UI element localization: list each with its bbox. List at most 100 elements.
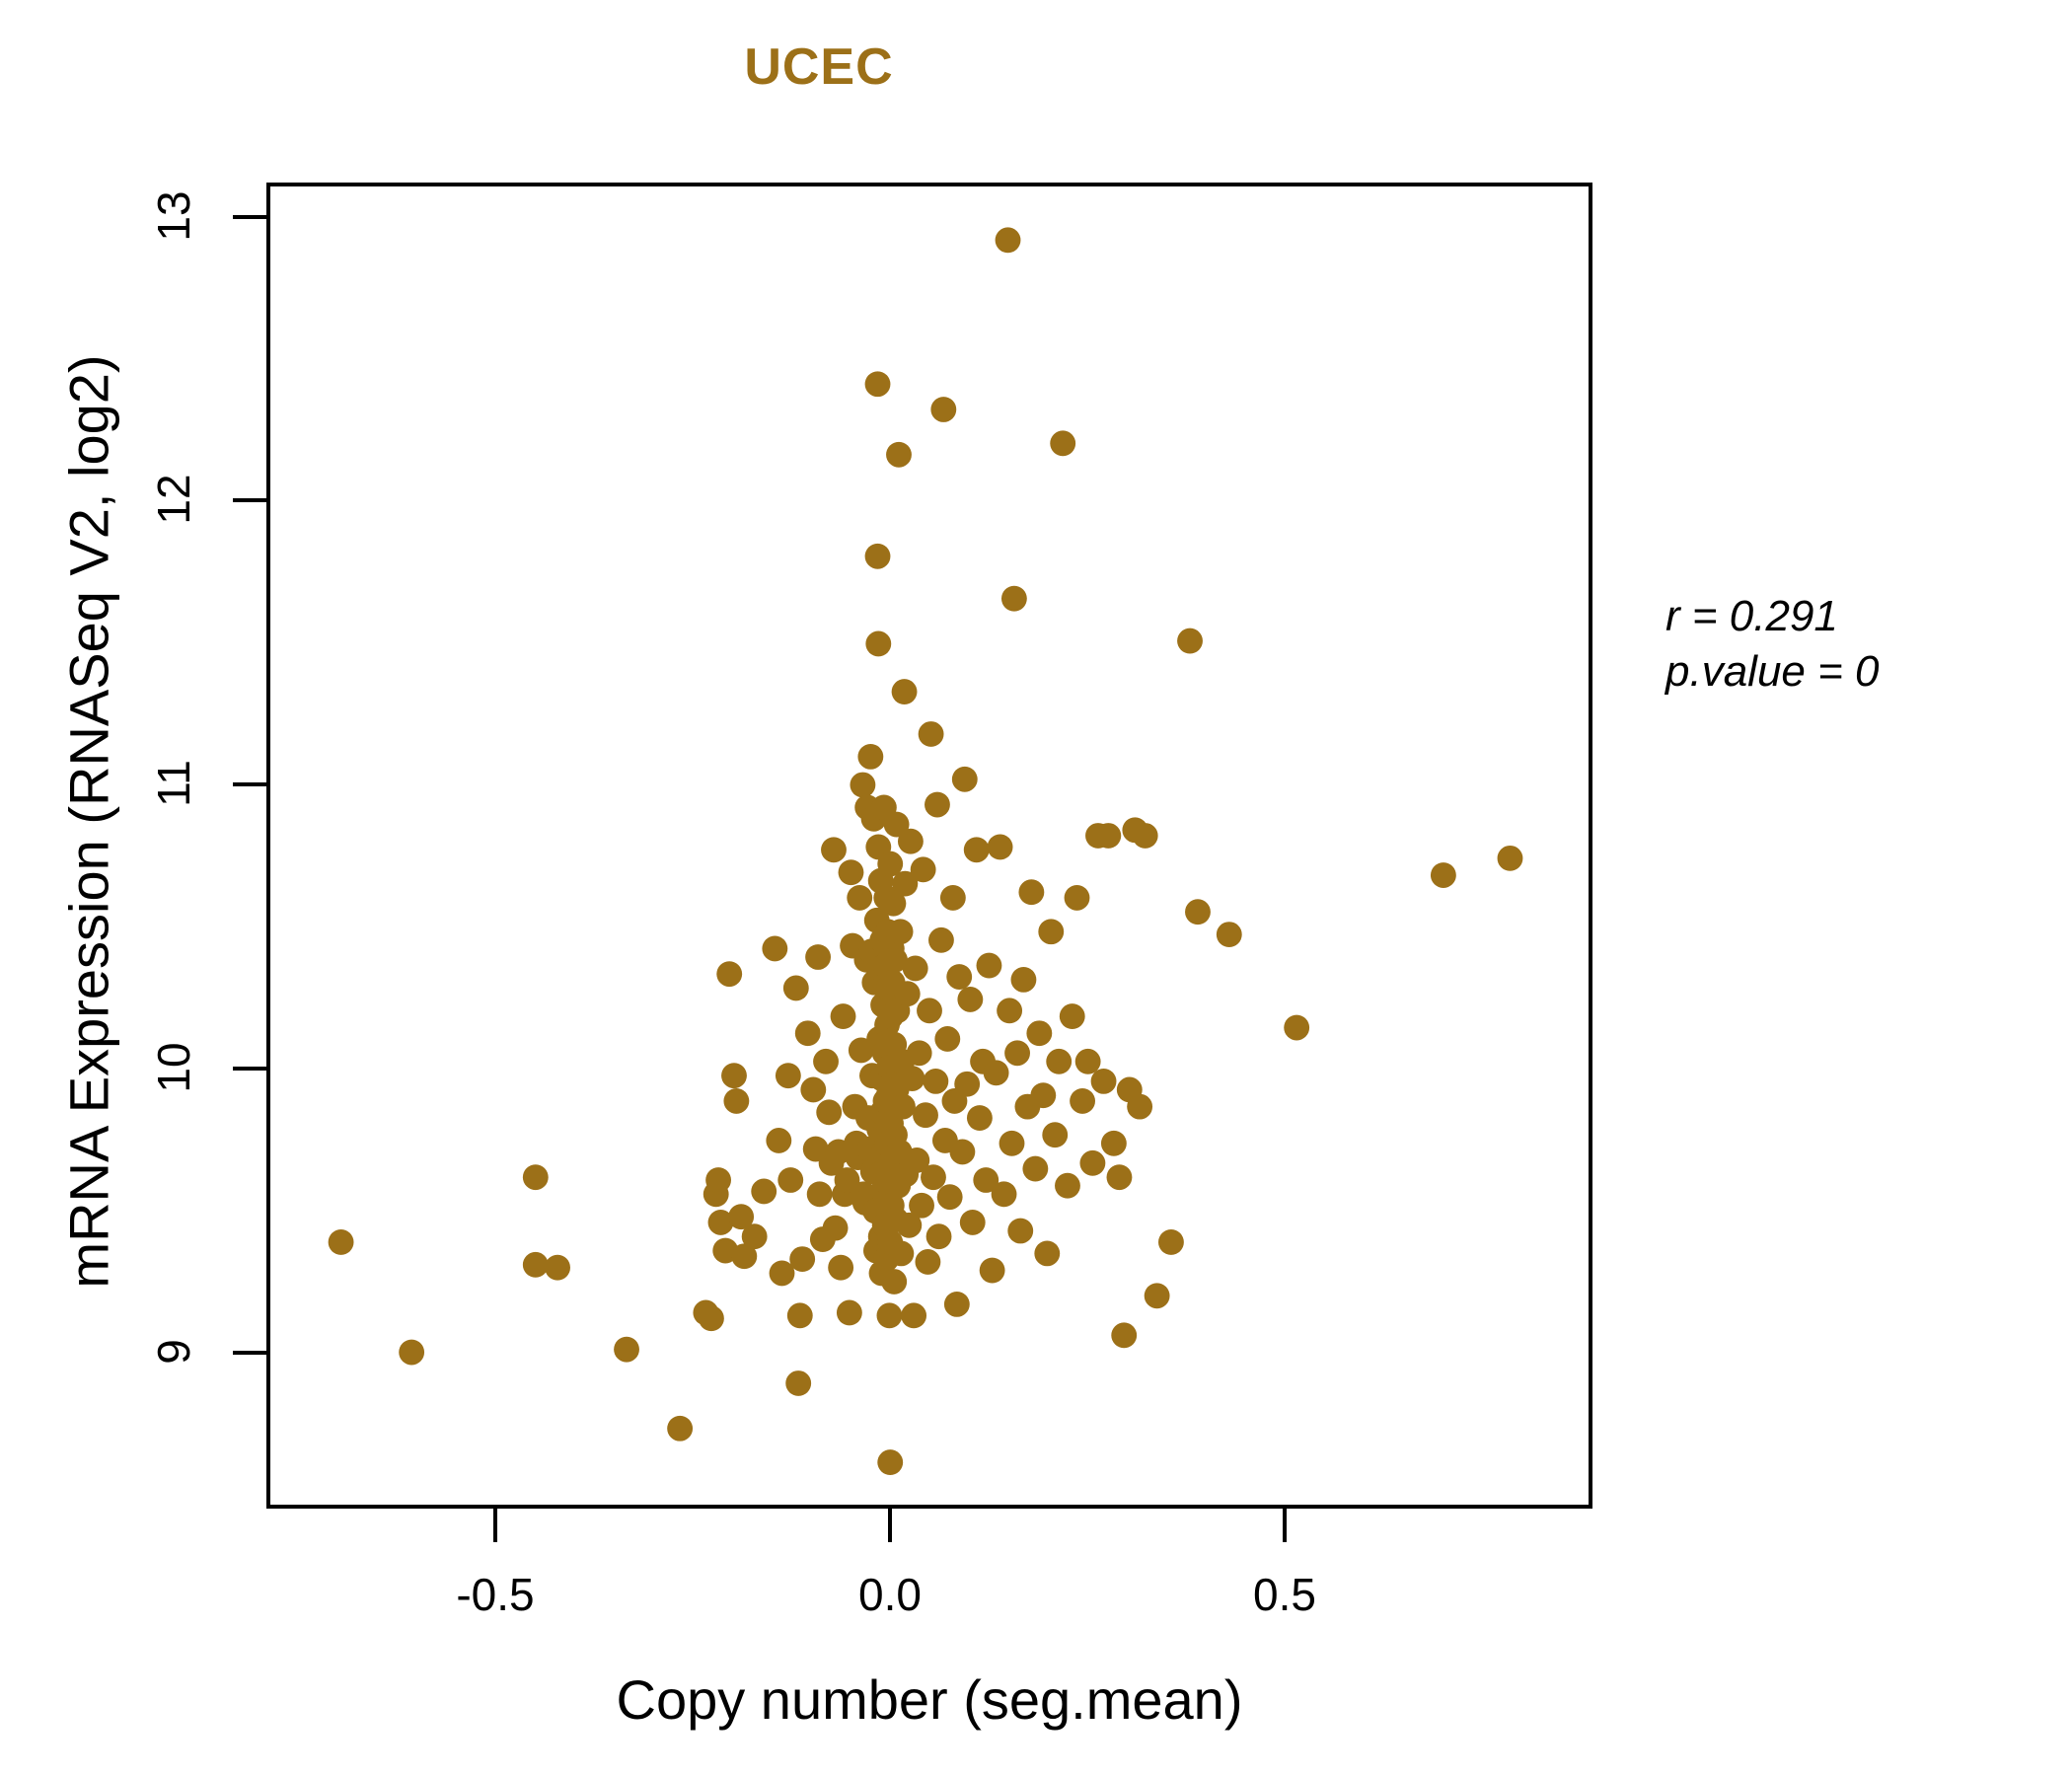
x-tick-label: 0.0 — [858, 1569, 922, 1620]
scatter-point — [614, 1336, 639, 1363]
scatter-point — [1132, 823, 1158, 849]
scatter-point — [786, 1302, 813, 1329]
x-tick-mark — [1283, 1509, 1287, 1542]
scatter-point — [909, 1192, 934, 1219]
scatter-point — [805, 944, 831, 970]
scatter-point — [1042, 1122, 1069, 1148]
scatter-point — [1074, 1048, 1101, 1074]
scatter-point — [816, 1099, 843, 1126]
y-axis-title: mRNA Expression (RNASeq V2, log2) — [57, 354, 120, 1289]
scatter-point — [999, 1130, 1025, 1156]
scatter-point — [775, 1063, 801, 1089]
pvalue-value: p.value = 0 — [1665, 647, 1880, 697]
scatter-point — [1034, 1240, 1061, 1267]
scatter-point — [857, 743, 884, 770]
y-tick-mark — [233, 214, 266, 219]
y-tick-label: 9 — [148, 1338, 199, 1365]
scatter-point — [777, 1167, 804, 1193]
scatter-point — [399, 1339, 425, 1366]
scatter-point — [1038, 919, 1065, 945]
scatter-point — [991, 1181, 1017, 1208]
scatter-point — [721, 1063, 747, 1089]
scatter-point — [882, 946, 908, 973]
y-tick-mark — [233, 1066, 266, 1071]
scatter-point — [894, 981, 921, 1007]
scatter-point — [936, 1184, 963, 1211]
scatter-point — [943, 1291, 970, 1317]
scatter-point — [979, 1257, 1005, 1284]
scatter-point — [1050, 430, 1076, 457]
scatter-point — [800, 1076, 827, 1103]
x-tick-mark — [888, 1509, 892, 1542]
scatter-point — [877, 1449, 904, 1476]
scatter-point — [1497, 845, 1523, 871]
scatter-point — [667, 1415, 694, 1442]
scatter-point — [1111, 1322, 1138, 1349]
scatter-point — [1144, 1283, 1170, 1309]
scatter-point — [1158, 1229, 1184, 1255]
scatter-point — [716, 961, 743, 988]
y-tick-label: 12 — [148, 474, 199, 525]
scatter-point — [923, 1068, 949, 1094]
scatter-point — [822, 1215, 849, 1241]
scatter-point — [946, 964, 973, 990]
page-title: UCEC — [744, 38, 894, 96]
scatter-point — [1430, 862, 1456, 888]
scatter-point — [1079, 1149, 1106, 1176]
scatter-point — [928, 926, 954, 953]
y-tick-label: 13 — [148, 189, 199, 242]
scatter-point — [921, 1164, 946, 1191]
scatter-point — [1010, 966, 1037, 993]
y-tick-label: 11 — [148, 760, 199, 807]
scatter-point — [904, 1147, 930, 1173]
scatter-point — [1100, 1130, 1127, 1156]
scatter-point — [847, 885, 873, 911]
scatter-point — [762, 935, 788, 962]
scatter-point — [891, 679, 918, 705]
scatter-point — [997, 998, 1023, 1024]
scatter-point — [890, 1093, 916, 1120]
scatter-point — [880, 890, 907, 917]
scatter-point — [830, 1003, 856, 1030]
correlation-value: r = 0.291 — [1665, 592, 1838, 640]
y-tick-mark — [233, 498, 266, 503]
scatter-point — [892, 870, 919, 897]
scatter-point — [897, 828, 924, 854]
scatter-point — [723, 1087, 750, 1114]
scatter-point — [836, 1299, 862, 1326]
scatter-point — [877, 851, 904, 877]
scatter-point — [1007, 1218, 1034, 1244]
y-tick-label: 10 — [148, 1042, 199, 1093]
scatter-point — [906, 1040, 932, 1067]
x-tick-label: 0.5 — [1253, 1569, 1316, 1620]
scatter-point — [949, 1139, 976, 1165]
scatter-point — [728, 1204, 755, 1230]
scatter-point — [886, 441, 912, 468]
scatter-point — [1216, 922, 1242, 948]
scatter-point — [966, 1105, 993, 1131]
scatter-point — [782, 975, 809, 1001]
scatter-point — [328, 1229, 354, 1255]
scatter-point — [1059, 1003, 1085, 1030]
scatter-point — [864, 543, 891, 569]
scatter-point — [1284, 1014, 1310, 1041]
scatter-point — [769, 1260, 795, 1287]
scatter-point — [731, 1243, 758, 1270]
scatter-point — [951, 766, 978, 792]
scatter-point — [813, 1048, 839, 1074]
scatter-point — [1106, 1164, 1133, 1191]
scatter-point — [918, 721, 944, 747]
scatter-point — [902, 955, 928, 982]
plot-panel — [266, 183, 1592, 1509]
scatter-point — [1095, 823, 1122, 849]
scatter-point — [995, 227, 1021, 254]
scatter-point — [925, 791, 950, 818]
scatter-point — [963, 837, 990, 863]
scatter-point — [959, 1210, 986, 1235]
scatter-point — [1000, 585, 1027, 612]
scatter-point — [741, 1223, 768, 1250]
scatter-point — [864, 371, 891, 398]
scatter-point — [987, 834, 1013, 860]
scatter-point — [930, 397, 957, 422]
